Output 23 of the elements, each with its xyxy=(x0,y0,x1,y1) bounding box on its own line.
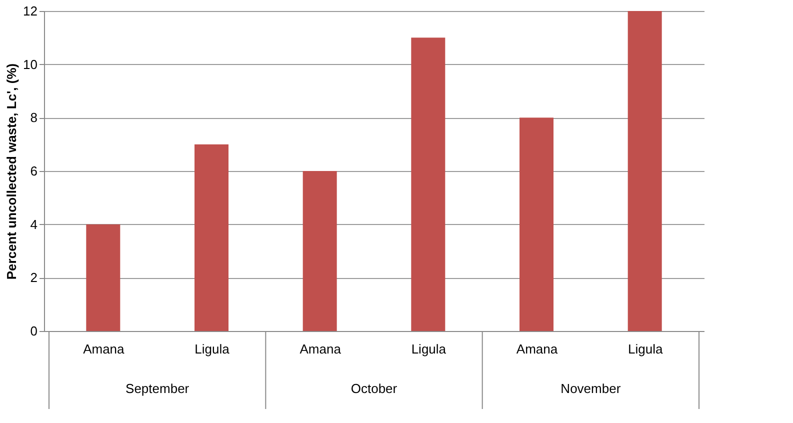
bar xyxy=(302,171,337,331)
bar xyxy=(628,11,662,331)
text: September xyxy=(126,381,190,396)
bar xyxy=(86,224,120,331)
y-tick-label: 0 xyxy=(30,324,38,338)
bar xyxy=(520,118,554,331)
y-tick-label: 4 xyxy=(30,216,38,232)
y-tick-label: 2 xyxy=(30,270,38,286)
y-tick-label: 6 xyxy=(30,164,38,178)
y-axis-title: Percent uncollected waste, Lc', (%) xyxy=(4,63,20,280)
x-tick-label: Amana xyxy=(300,342,342,356)
x-tick-label: Ligula xyxy=(411,342,447,356)
y-tick-label: 12 xyxy=(23,4,38,18)
x-tick-label: Ligula xyxy=(194,342,230,356)
text: October xyxy=(350,381,398,396)
x-tick-label: Amana xyxy=(83,342,126,356)
bar xyxy=(194,144,228,331)
x-tick-label: Amana xyxy=(516,342,558,356)
text: November xyxy=(560,381,622,396)
y-tick-label: 10 xyxy=(23,56,38,72)
x-tick-label: Ligula xyxy=(628,342,664,356)
y-tick-label: 8 xyxy=(30,110,38,126)
bar xyxy=(411,38,446,331)
